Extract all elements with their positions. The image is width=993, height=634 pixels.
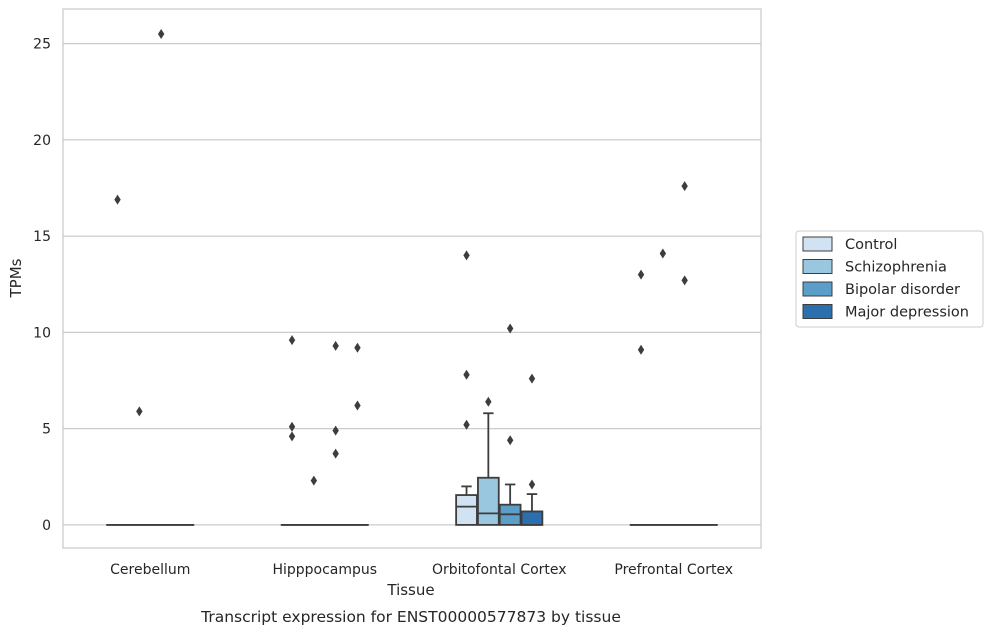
legend-label-3: Bipolar disorder <box>845 282 960 298</box>
outlier-3-1-1 <box>157 29 165 40</box>
outlier-2-1-1 <box>136 406 143 417</box>
y-axis-title: TPMs <box>7 258 25 298</box>
x-tick-label-3: Orbitofontal Cortex <box>432 562 567 578</box>
outlier-4-3-1 <box>528 373 536 384</box>
box-2-3 <box>477 412 500 526</box>
y-tick-label-5: 5 <box>42 422 51 438</box>
legend-swatch-3 <box>802 281 833 297</box>
x-tick-label-2: Hipppocampus <box>272 562 377 578</box>
legend-frame <box>795 230 984 328</box>
box-1-3 <box>455 485 478 526</box>
legend: Control Schizophrenia Bipolar disorder Majo… <box>795 230 984 328</box>
legend-label-4: Major depression <box>845 305 969 321</box>
legend-swatch-4 <box>802 304 833 319</box>
outlier-3-3-2 <box>506 435 514 446</box>
outlier-3-4-2 <box>681 275 688 286</box>
outlier-1-3-1 <box>463 250 470 261</box>
plot-frame <box>62 8 762 549</box>
outlier-2-3-1 <box>485 396 492 407</box>
x-tick-label-1: Cerebellum <box>110 562 190 578</box>
outlier-3-4-1 <box>681 181 688 192</box>
grid-lines <box>63 43 761 526</box>
chart-caption: Transcript expression for ENST0000057787… <box>200 608 621 626</box>
box-body <box>520 510 544 526</box>
outlier-3-2-1 <box>332 340 339 351</box>
outlier-2-4-1 <box>659 248 667 259</box>
y-tick-label-20: 20 <box>33 133 51 149</box>
boxes <box>106 412 718 526</box>
legend-swatch-2 <box>802 259 833 274</box>
y-tick-label-10: 10 <box>33 325 51 341</box>
box-body <box>477 476 500 526</box>
outlier-3-2-3 <box>332 448 339 459</box>
outlier-1-2-3 <box>288 431 296 442</box>
y-tick-labels: 0 5 10 15 20 25 <box>33 37 51 534</box>
outlier-1-1-1 <box>114 194 121 205</box>
x-tick-labels: Cerebellum Hipppocampus Orbitofontal Corte… <box>110 562 733 578</box>
x-axis-title: Tissue <box>386 581 434 599</box>
x-tick-label-4: Prefrontal Cortex <box>614 562 733 578</box>
outlier-4-2-2 <box>354 400 361 411</box>
outlier-4-2-1 <box>354 342 361 353</box>
box-4-3 <box>520 493 544 526</box>
outliers <box>114 29 688 490</box>
outlier-1-4-1 <box>637 269 645 280</box>
y-tick-label-25: 25 <box>33 37 51 53</box>
outlier-1-2-2 <box>288 421 296 432</box>
y-tick-label-0: 0 <box>42 518 51 534</box>
outlier-4-3-2 <box>528 479 536 490</box>
outlier-1-3-3 <box>463 419 470 430</box>
y-tick-label-15: 15 <box>33 229 51 245</box>
outlier-1-4-2 <box>637 344 645 355</box>
legend-label-1: Control <box>845 237 897 253</box>
outlier-1-3-2 <box>463 369 470 380</box>
legend-label-2: Schizophrenia <box>845 260 947 276</box>
box-body <box>455 494 478 526</box>
outlier-3-2-2 <box>332 425 339 436</box>
outlier-2-2-1 <box>310 475 318 486</box>
box-3-3 <box>498 483 522 526</box>
legend-swatch-1 <box>802 236 833 252</box>
outlier-3-3-1 <box>506 323 514 334</box>
outlier-1-2-1 <box>288 335 296 346</box>
